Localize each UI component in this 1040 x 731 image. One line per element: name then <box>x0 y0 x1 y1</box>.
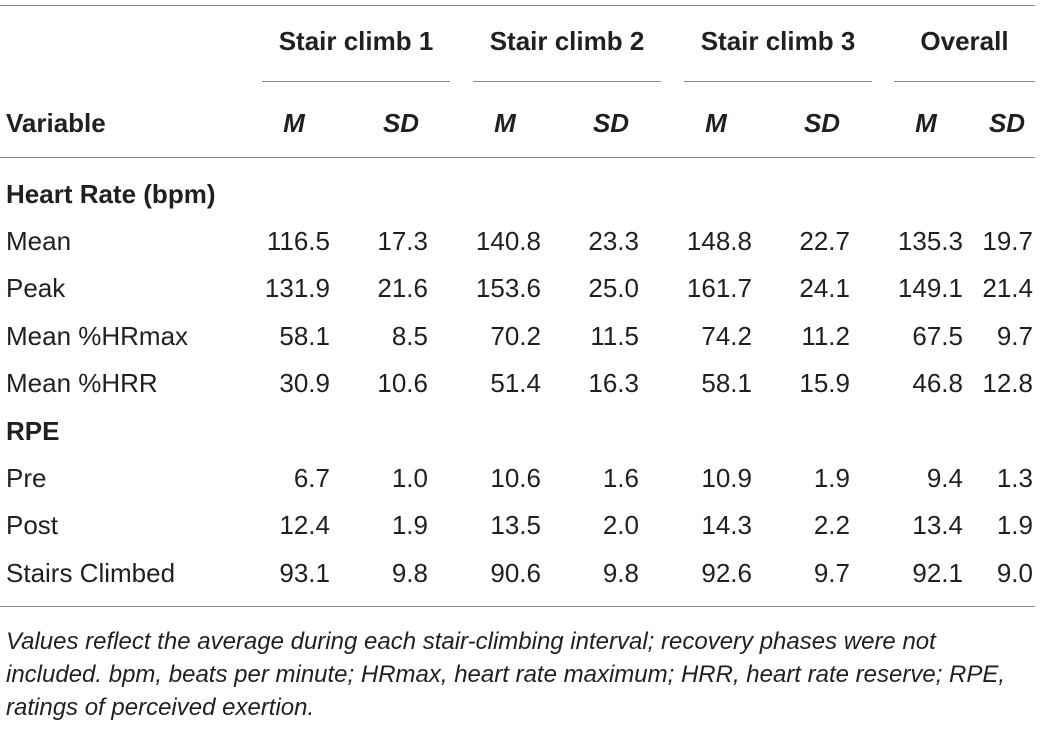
value-cell: 12.8 <box>982 368 1033 398</box>
group-rule-1 <box>262 81 450 82</box>
bottom-rule <box>0 606 1035 607</box>
value-cell: 1.9 <box>391 510 428 540</box>
value-cell: 21.4 <box>982 273 1033 303</box>
value-cell: 30.9 <box>279 368 330 398</box>
value-cell: 131.9 <box>264 273 330 303</box>
group-rule-2 <box>473 81 661 82</box>
value-cell: 21.6 <box>377 273 428 303</box>
variable-header: Variable <box>6 108 106 138</box>
value-cell: 11.5 <box>590 321 639 351</box>
value-cell: 92.1 <box>912 558 963 588</box>
value-cell: 9.0 <box>996 558 1033 588</box>
row-label: Peak <box>6 273 66 303</box>
value-cell: 1.9 <box>813 463 850 493</box>
value-cell: 10.6 <box>490 463 541 493</box>
row-label: Mean %HRmax <box>6 321 189 351</box>
value-cell: 9.7 <box>996 321 1033 351</box>
table-footnote: Values reflect the average during each s… <box>6 628 1006 721</box>
value-cell: 74.2 <box>701 321 752 351</box>
value-cell: 17.3 <box>377 226 428 256</box>
m-header-1: M <box>283 108 305 138</box>
value-cell: 58.1 <box>279 321 330 351</box>
row-label: Mean <box>6 226 72 256</box>
value-cell: 58.1 <box>701 368 752 398</box>
group-rule-4 <box>894 81 1035 82</box>
m-header-3: M <box>705 108 727 138</box>
group-header-stair-climb-2: Stair climb 2 <box>489 26 645 56</box>
row-label: Stairs Climbed <box>6 558 176 588</box>
m-header-4: M <box>915 108 937 138</box>
value-cell: 148.8 <box>686 226 752 256</box>
value-cell: 1.0 <box>391 463 428 493</box>
value-cell: 15.9 <box>799 368 850 398</box>
value-cell: 13.5 <box>490 510 541 540</box>
value-cell: 16.3 <box>588 368 639 398</box>
value-cell: 14.3 <box>701 510 752 540</box>
value-cell: 10.6 <box>377 368 428 398</box>
top-rule <box>0 5 1035 6</box>
value-cell: 1.9 <box>996 510 1033 540</box>
group-header-stair-climb-1: Stair climb 1 <box>278 26 434 56</box>
value-cell: 149.1 <box>897 273 963 303</box>
value-cell: 22.7 <box>799 226 850 256</box>
value-cell: 25.0 <box>588 273 639 303</box>
value-cell: 6.7 <box>293 463 330 493</box>
value-cell: 161.7 <box>686 273 752 303</box>
value-cell: 2.2 <box>813 510 850 540</box>
value-cell: 12.4 <box>279 510 330 540</box>
group-rule-3 <box>684 81 872 82</box>
value-cell: 11.2 <box>801 321 850 351</box>
m-header-2: M <box>494 108 516 138</box>
value-cell: 140.8 <box>475 226 541 256</box>
row-label: Post <box>6 510 59 540</box>
value-cell: 70.2 <box>490 321 541 351</box>
value-cell: 51.4 <box>490 368 541 398</box>
value-cell: 67.5 <box>912 321 963 351</box>
value-cell: 23.3 <box>588 226 639 256</box>
value-cell: 9.4 <box>926 463 963 493</box>
value-cell: 116.5 <box>266 226 330 256</box>
value-cell: 10.9 <box>701 463 752 493</box>
value-cell: 2.0 <box>602 510 639 540</box>
value-cell: 24.1 <box>799 273 850 303</box>
value-cell: 1.3 <box>996 463 1033 493</box>
value-cell: 1.6 <box>602 463 639 493</box>
sd-header-3: SD <box>803 108 841 138</box>
value-cell: 92.6 <box>701 558 752 588</box>
value-cell: 135.3 <box>897 226 963 256</box>
row-label: Pre <box>6 463 47 493</box>
group-header-stair-climb-3: Stair climb 3 <box>700 26 856 56</box>
value-cell: 93.1 <box>279 558 330 588</box>
sd-header-2: SD <box>592 108 630 138</box>
row-label: Mean %HRR <box>6 368 158 398</box>
value-cell: 90.6 <box>490 558 541 588</box>
group-header-overall: Overall <box>920 26 1009 56</box>
value-cell: 46.8 <box>912 368 963 398</box>
value-cell: 9.8 <box>602 558 639 588</box>
sd-header-4: SD <box>988 108 1026 138</box>
value-cell: 9.7 <box>813 558 850 588</box>
value-cell: 19.7 <box>982 226 1033 256</box>
value-cell: 9.8 <box>391 558 428 588</box>
section-heading-rpe: RPE <box>6 416 60 446</box>
value-cell: 13.4 <box>912 510 963 540</box>
value-cell: 153.6 <box>475 273 541 303</box>
value-cell: 8.5 <box>391 321 428 351</box>
header-rule <box>0 157 1035 158</box>
sd-header-1: SD <box>382 108 420 138</box>
section-heading-heart-rate: Heart Rate (bpm) <box>6 179 216 209</box>
